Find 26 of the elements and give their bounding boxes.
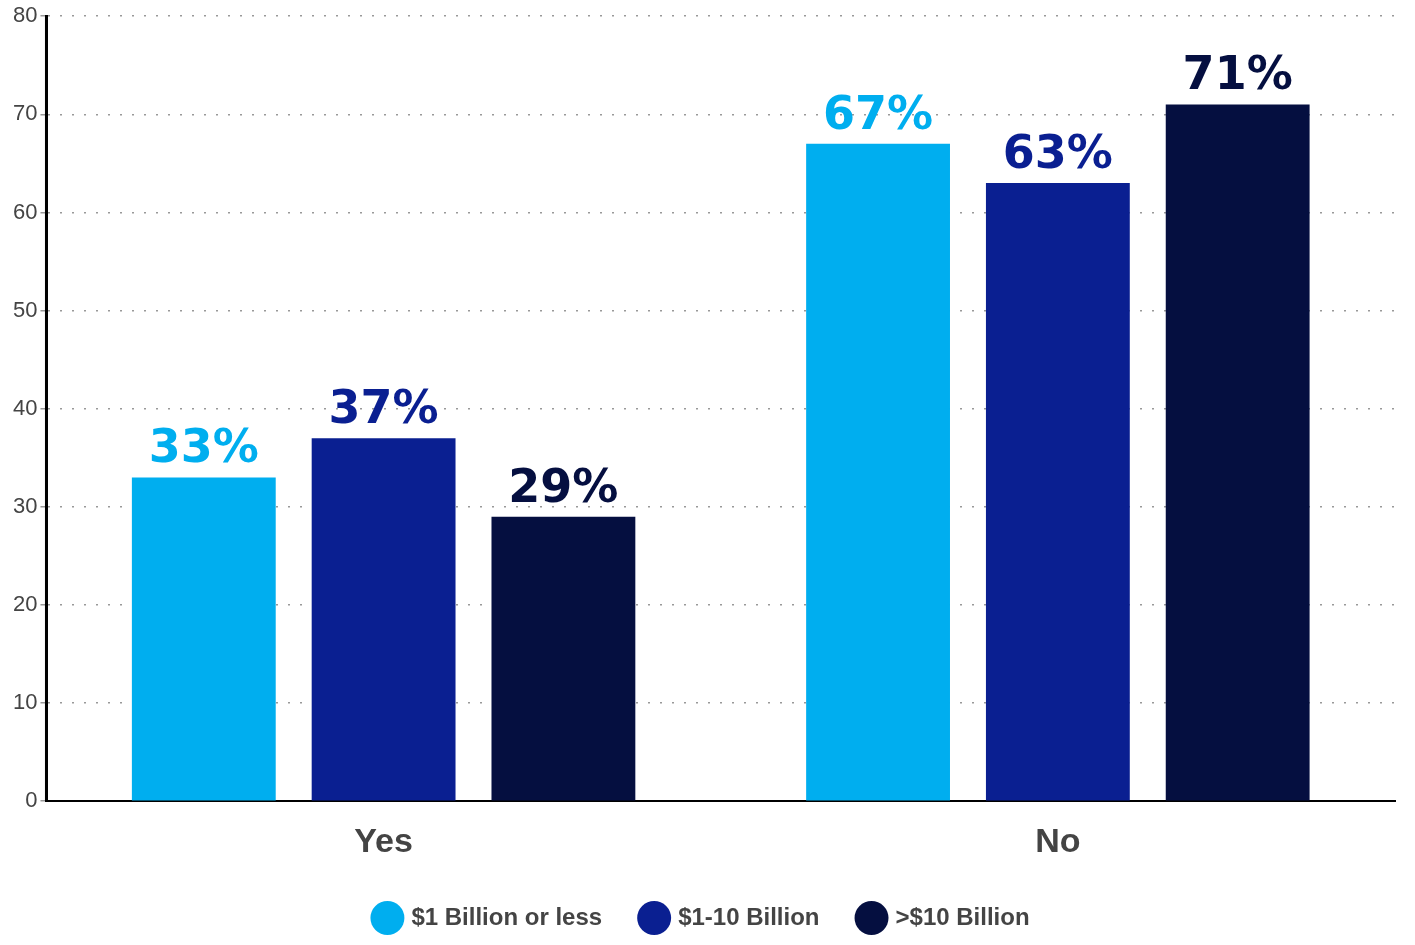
bar — [985, 183, 1130, 801]
y-tick-label: 80 — [12, 2, 38, 28]
y-tick-label: 60 — [12, 198, 38, 224]
data-label: 63% — [1002, 124, 1113, 179]
bar — [491, 516, 636, 801]
x-tick-label: No — [1035, 820, 1081, 859]
y-tick-label: 50 — [12, 296, 38, 322]
y-tick-label: 0 — [25, 787, 38, 813]
x-tick-label: Yes — [354, 820, 413, 859]
bar — [1165, 104, 1310, 801]
y-tick-label: 20 — [12, 591, 38, 617]
y-tick-label: 70 — [12, 100, 38, 126]
data-label: 33% — [148, 419, 259, 474]
y-tick-label: 30 — [12, 492, 38, 518]
legend-label: >$10 Billion — [895, 902, 1030, 930]
data-label: 67% — [823, 85, 934, 140]
y-tick-label: 10 — [12, 689, 38, 715]
data-label: 37% — [328, 380, 439, 435]
bar — [131, 477, 276, 801]
bar — [806, 143, 950, 801]
data-label: 29% — [508, 458, 619, 513]
y-tick-label: 40 — [12, 394, 38, 420]
legend-label: $1-10 Billion — [678, 902, 820, 930]
data-label: 71% — [1182, 46, 1293, 101]
legend-label: $1 Billion or less — [411, 902, 603, 930]
bar — [311, 438, 456, 801]
